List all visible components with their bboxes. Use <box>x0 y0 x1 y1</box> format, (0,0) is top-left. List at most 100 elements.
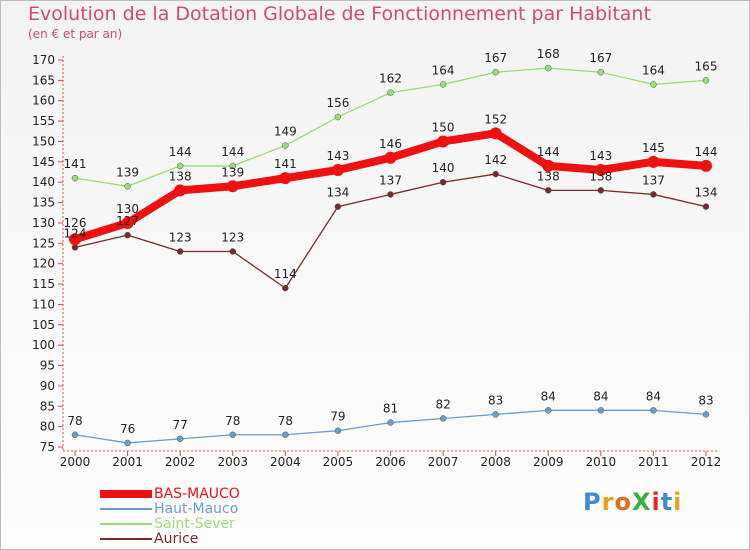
data-point <box>71 431 79 439</box>
data-point <box>71 174 79 182</box>
data-label: 144 <box>169 145 192 159</box>
data-point <box>124 439 131 447</box>
data-label: 150 <box>432 120 455 134</box>
data-label: 130 <box>116 202 139 216</box>
data-point <box>492 170 499 178</box>
data-label: 123 <box>221 230 244 244</box>
data-label: 78 <box>67 414 82 428</box>
data-label: 78 <box>278 414 293 428</box>
y-tick-label: 165 <box>32 73 55 87</box>
data-label: 167 <box>484 51 507 65</box>
data-label: 83 <box>698 393 713 407</box>
data-label: 149 <box>274 125 297 139</box>
data-point <box>542 159 555 172</box>
data-point <box>650 407 657 414</box>
data-point <box>334 203 342 210</box>
data-label: 143 <box>589 149 612 163</box>
data-point <box>229 248 236 255</box>
data-point <box>69 233 81 246</box>
x-tick-label: 2006 <box>375 455 406 469</box>
legend-swatch <box>100 508 152 510</box>
y-tick-label: 145 <box>32 155 55 169</box>
data-label: 139 <box>221 165 244 179</box>
data-label: 165 <box>695 59 718 73</box>
data-label: 164 <box>432 63 455 77</box>
data-label: 134 <box>695 186 718 200</box>
legend-swatch <box>100 490 152 498</box>
y-tick-label: 125 <box>32 236 55 250</box>
data-point <box>226 180 239 193</box>
data-label: 152 <box>484 112 507 126</box>
data-point <box>545 64 552 72</box>
data-label: 145 <box>642 141 665 155</box>
data-label: 144 <box>695 145 718 159</box>
legend-swatch <box>100 538 152 540</box>
data-point <box>702 411 710 418</box>
legend-label: Saint-Sever <box>154 516 235 532</box>
y-tick-label: 115 <box>32 277 55 291</box>
data-point <box>384 151 397 164</box>
data-point <box>702 203 710 210</box>
legend-swatch <box>100 523 152 525</box>
chart-subtitle: (en € et par an) <box>28 27 123 41</box>
data-point <box>492 411 499 418</box>
data-label: 142 <box>484 153 507 167</box>
data-label: 164 <box>642 63 665 77</box>
data-label: 82 <box>435 397 450 411</box>
y-tick-label: 95 <box>40 359 55 373</box>
data-label: 167 <box>589 51 612 65</box>
legend-label: Haut-Mauco <box>154 501 239 517</box>
y-tick-label: 150 <box>32 134 55 148</box>
data-label: 137 <box>379 173 402 187</box>
data-point <box>545 407 552 414</box>
data-point <box>121 216 134 229</box>
x-tick-label: 2003 <box>217 455 248 469</box>
data-point <box>387 89 394 96</box>
y-tick-label: 130 <box>32 216 55 230</box>
data-label: 141 <box>64 157 87 171</box>
x-tick-label: 2009 <box>533 455 564 469</box>
data-label: 138 <box>169 169 192 183</box>
data-point <box>124 183 131 190</box>
data-label: 127 <box>116 214 139 228</box>
data-label: 137 <box>642 173 665 187</box>
data-point <box>594 163 607 176</box>
data-label: 139 <box>116 165 139 179</box>
data-label: 79 <box>330 410 345 424</box>
data-point <box>176 162 184 170</box>
y-tick-label: 135 <box>32 196 55 210</box>
data-point <box>176 248 184 255</box>
chart-title: Evolution de la Dotation Globale de Fonc… <box>28 3 651 25</box>
data-point <box>437 135 450 148</box>
data-point <box>174 184 187 197</box>
data-point <box>331 163 344 176</box>
data-point <box>71 244 79 251</box>
data-label: 146 <box>379 137 402 151</box>
data-point <box>492 68 499 76</box>
data-label: 114 <box>274 267 297 281</box>
data-point <box>387 419 394 426</box>
x-tick-label: 2000 <box>60 455 91 469</box>
data-point <box>124 231 131 239</box>
data-point <box>650 81 657 88</box>
x-tick-label: 2001 <box>112 455 143 469</box>
data-label: 143 <box>326 149 349 163</box>
x-tick-label: 2012 <box>691 455 722 469</box>
data-point <box>439 178 447 186</box>
data-point <box>439 415 447 422</box>
data-label: 141 <box>274 157 297 171</box>
legend-label: Aurice <box>154 531 199 547</box>
x-tick-label: 2004 <box>270 455 301 469</box>
y-tick-label: 100 <box>32 338 55 352</box>
data-label: 81 <box>383 402 398 416</box>
data-point <box>279 172 292 185</box>
data-label: 84 <box>541 389 556 403</box>
data-label: 83 <box>488 393 503 407</box>
x-tick-label: 2008 <box>480 455 511 469</box>
y-tick-label: 75 <box>40 440 55 454</box>
data-point <box>334 113 342 121</box>
data-label: 84 <box>593 389 608 403</box>
data-label: 138 <box>537 169 560 183</box>
data-label: 168 <box>537 47 560 61</box>
